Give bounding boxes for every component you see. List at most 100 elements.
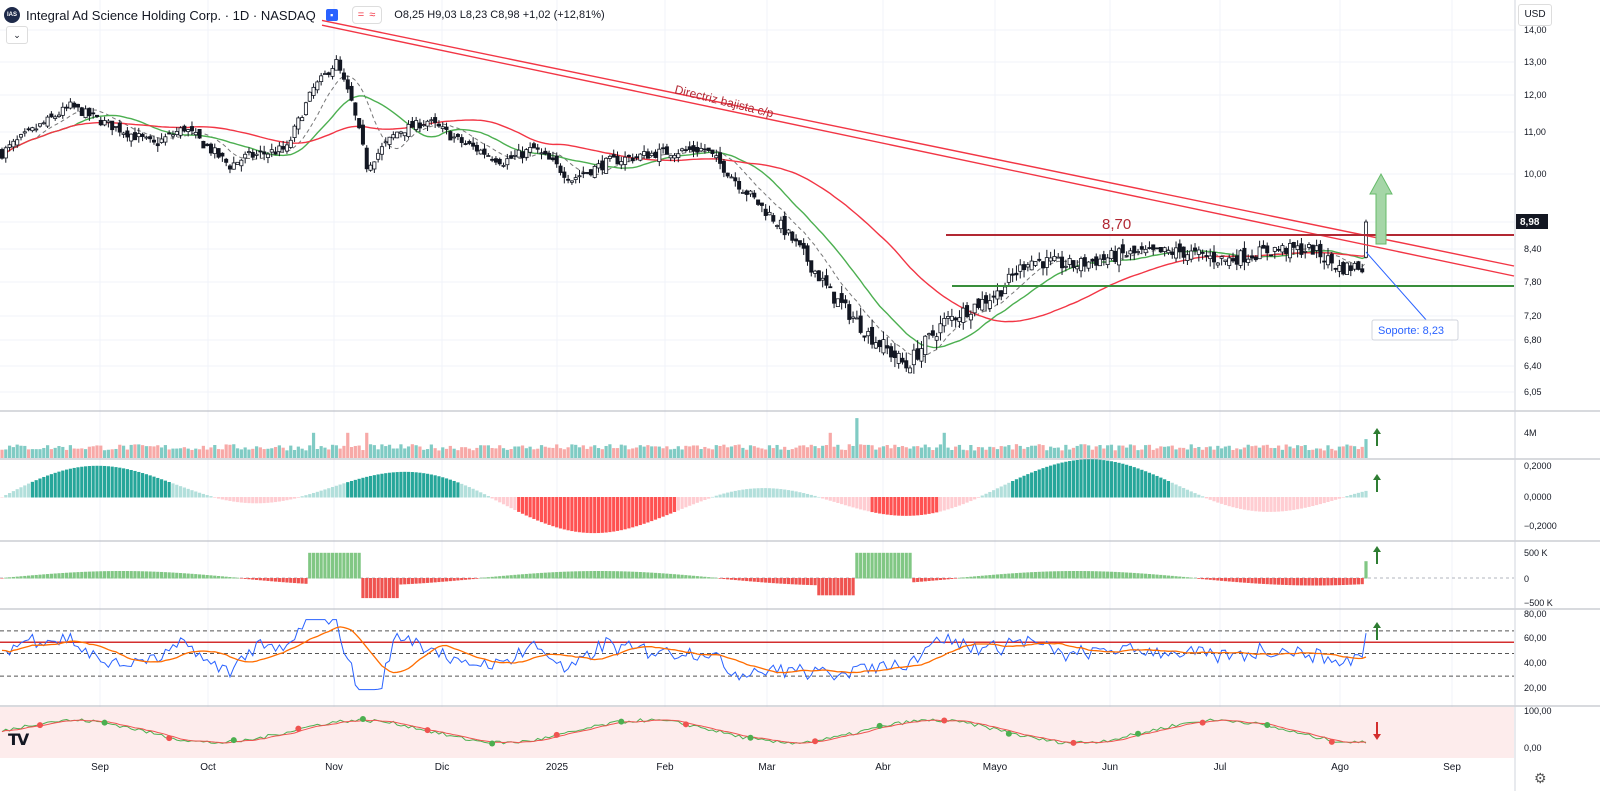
candle-body — [904, 360, 909, 369]
macd-bar — [171, 483, 175, 498]
macd-bar — [509, 497, 513, 509]
volume-bar — [904, 447, 908, 458]
volume-bar — [87, 446, 91, 458]
macd-bar — [775, 488, 779, 498]
volume-bar — [384, 446, 388, 458]
macd-bar — [422, 473, 426, 498]
obv-bar — [106, 571, 110, 579]
volume-bar — [34, 449, 38, 458]
macd-bar — [604, 497, 608, 533]
candle-body — [1193, 247, 1198, 251]
price-tick-label: 14,00 — [1524, 25, 1547, 35]
candle-body — [30, 127, 35, 132]
volume-bar — [91, 446, 95, 458]
macd-bar — [1071, 460, 1076, 498]
candle-body — [881, 339, 886, 354]
candle-body — [737, 180, 742, 190]
candle-body — [387, 136, 392, 145]
stoch-cross-dot — [1070, 739, 1077, 746]
volume-bar — [517, 446, 521, 458]
obv-bar — [273, 578, 278, 582]
volume-bar — [289, 445, 293, 458]
obv-bar — [570, 571, 574, 579]
macd-bar — [1201, 496, 1205, 498]
macd-bar — [429, 474, 433, 498]
macd-bar — [619, 497, 623, 531]
obv-bar — [585, 571, 589, 579]
obv-bar — [1037, 571, 1041, 579]
macd-bar — [460, 483, 464, 498]
candle-body — [512, 154, 517, 157]
volume-bar — [501, 448, 506, 458]
candle-body — [782, 215, 787, 236]
volume-bar — [680, 449, 684, 458]
obv-bar — [710, 577, 715, 579]
macd-bar — [357, 478, 361, 498]
collapse-legend-button[interactable]: ⌄ — [6, 26, 28, 44]
obv-bar — [874, 552, 878, 579]
tradingview-logo[interactable]: TV — [8, 730, 29, 749]
obv-bar — [1064, 571, 1068, 579]
candle-body — [1215, 262, 1220, 266]
candle-body — [566, 178, 571, 181]
candle-body — [87, 107, 92, 117]
obv-bar — [726, 578, 730, 580]
macd-bar — [1083, 459, 1087, 498]
volume-bar — [1166, 446, 1171, 458]
candle-body — [786, 229, 791, 234]
obv-bar — [380, 578, 384, 599]
obv-bar — [551, 572, 555, 579]
macd-bar — [475, 490, 479, 498]
rsi-tick-label: 60,00 — [1524, 633, 1547, 643]
macd-bar — [486, 496, 490, 498]
compare-pill[interactable]: = ≈ — [351, 6, 383, 24]
obv-bar — [957, 577, 962, 579]
obv-bar — [760, 578, 764, 583]
volume-bar — [555, 444, 559, 458]
candle-body — [980, 299, 985, 311]
flag-icon[interactable]: ▪ — [325, 9, 338, 21]
macd-bar — [228, 497, 232, 501]
candle-body — [7, 144, 12, 148]
obv-bar — [178, 573, 183, 579]
volume-bar — [870, 445, 874, 458]
volume-bar — [1011, 449, 1015, 458]
macd-bar — [243, 497, 247, 503]
obv-bar — [11, 576, 15, 579]
volume-bar — [1341, 446, 1345, 458]
candle-body — [816, 270, 821, 282]
candle-body — [1288, 243, 1293, 259]
macd-bar — [365, 476, 369, 498]
macd-bar — [380, 473, 384, 498]
macd-bar — [927, 497, 931, 514]
obv-bar — [1102, 571, 1106, 579]
breakout-arrow-icon — [1369, 172, 1393, 245]
candle-body — [1139, 246, 1144, 250]
obv-bar — [1341, 578, 1345, 586]
volume-bar — [239, 449, 243, 458]
price-tick-label: 8,40 — [1524, 244, 1542, 254]
obv-bar — [330, 552, 335, 579]
candle-body — [193, 132, 198, 136]
candle-body — [953, 317, 958, 321]
obv-bar — [733, 578, 737, 581]
volume-bar — [167, 449, 171, 458]
gear-icon[interactable]: ⚙ — [1534, 770, 1547, 786]
macd-bar — [555, 497, 559, 528]
macd-bar — [1360, 491, 1364, 498]
candle-body — [148, 136, 153, 140]
obv-bar — [1049, 571, 1053, 579]
stoch-cross-dot — [618, 718, 625, 725]
volume-bar — [315, 448, 319, 458]
obv-bar — [285, 578, 289, 583]
obv-bar — [665, 573, 669, 579]
obv-bar — [1098, 571, 1102, 579]
candle-body — [1147, 247, 1152, 249]
obv-bar — [714, 577, 718, 579]
macd-bar — [1121, 463, 1125, 498]
volume-bar — [650, 446, 654, 458]
currency-button[interactable]: USD — [1518, 4, 1552, 26]
symbol-title[interactable]: Integral Ad Science Holding Corp. · 1D ·… — [26, 7, 316, 23]
volume-bar — [110, 449, 114, 458]
